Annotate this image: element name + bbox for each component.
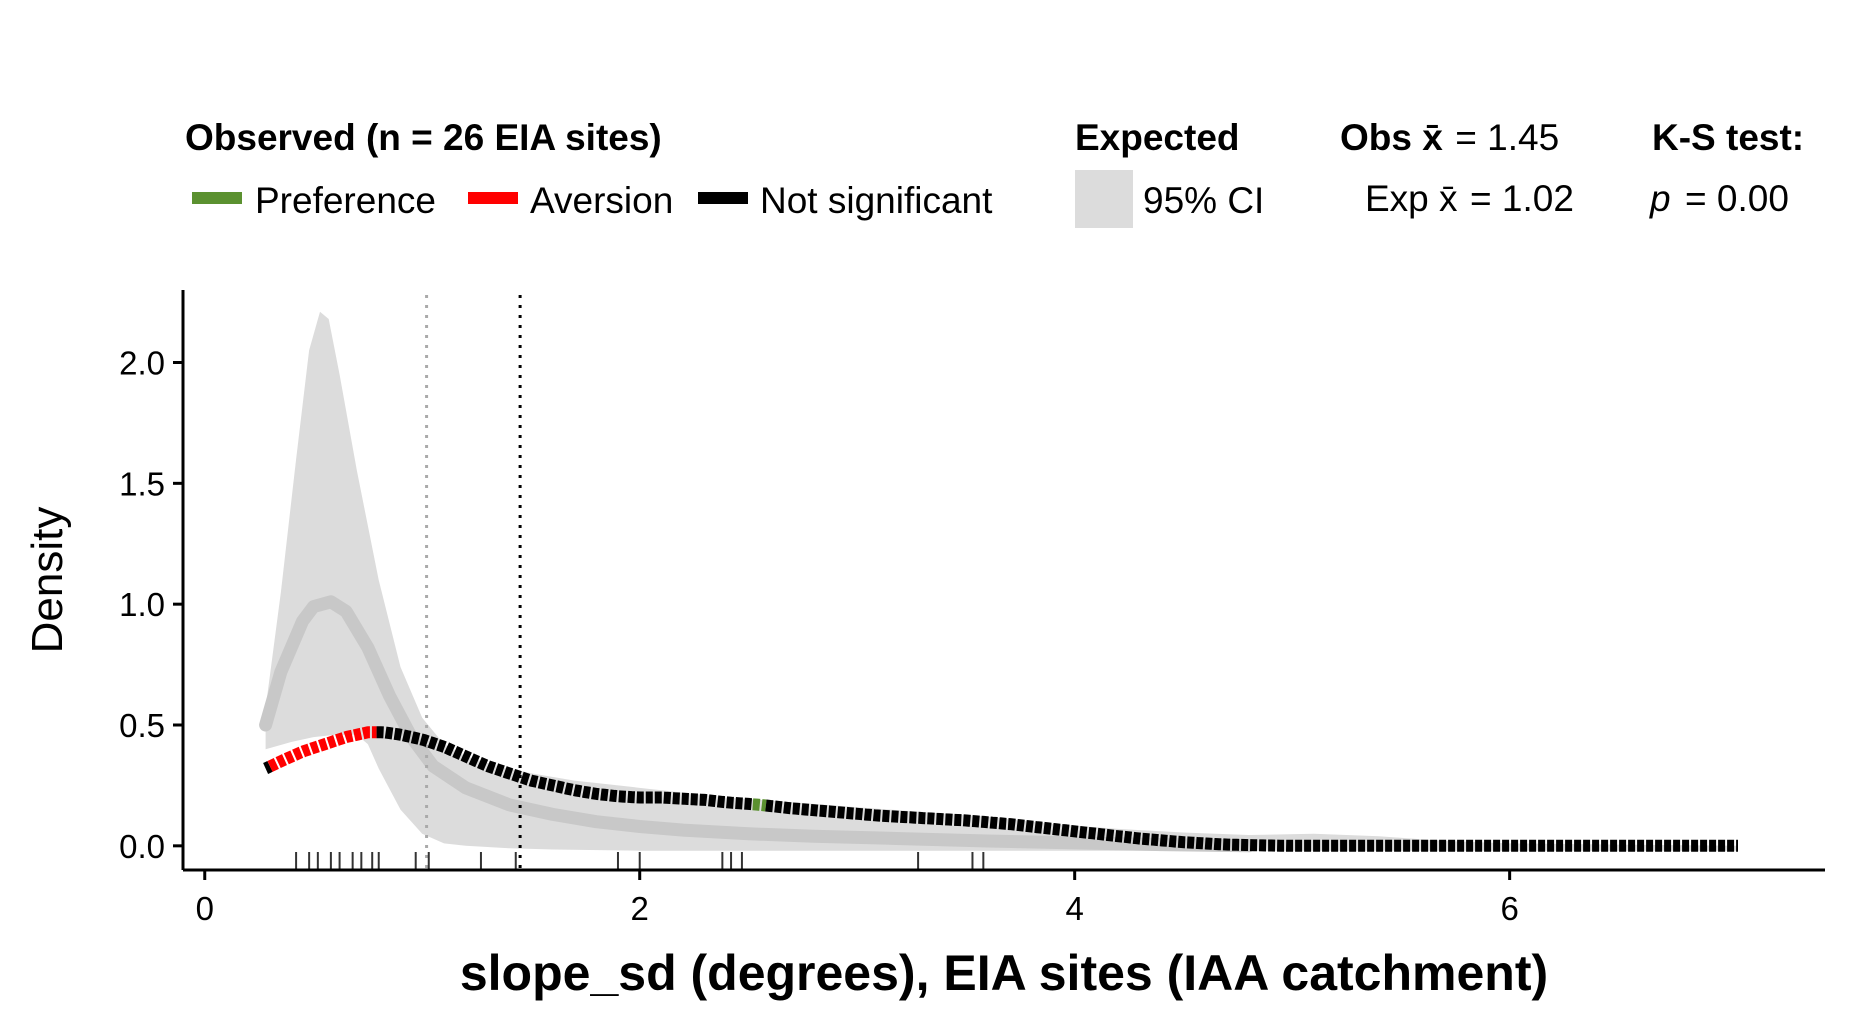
legend-label-ci: 95% CI — [1143, 180, 1264, 221]
x-tick-label: 0 — [196, 890, 214, 927]
legend-obs-mean: Obs x̄ = 1.45 — [1340, 117, 1559, 158]
legend-exp-mean-label: Exp x̄ — [1365, 178, 1458, 219]
legend-obs-mean-label: Obs x̄ — [1340, 117, 1443, 158]
legend-ks-title: K-S test: — [1652, 117, 1804, 158]
legend-expected-title: Expected — [1075, 117, 1240, 158]
legend: Observed (n = 26 EIA sites) Preference A… — [185, 117, 1804, 228]
legend-obs-mean-value: = 1.45 — [1455, 117, 1559, 158]
y-tick-label: 0.5 — [119, 707, 165, 744]
x-axis-label: slope_sd (degrees), EIA sites (IAA catch… — [460, 945, 1548, 1001]
legend-ks-p-label: p — [1649, 178, 1671, 219]
legend-ks-p-value: = 0.00 — [1685, 178, 1789, 219]
rug-layer — [296, 852, 983, 870]
x-tick-label: 6 — [1500, 890, 1518, 927]
legend-exp-mean-value: = 1.02 — [1470, 178, 1574, 219]
y-tick-label: 1.0 — [119, 586, 165, 623]
legend-swatch-preference — [192, 192, 242, 204]
legend-ks-p: p = 0.00 — [1649, 178, 1789, 219]
x-tick-label: 4 — [1066, 890, 1084, 927]
observed-segment-preference — [753, 804, 766, 805]
legend-exp-mean: Exp x̄ = 1.02 — [1365, 178, 1574, 219]
legend-swatch-ci — [1075, 170, 1133, 228]
y-tick-label: 1.5 — [119, 465, 165, 502]
y-axis-label: Density — [23, 507, 72, 654]
y-tick-label: 2.0 — [119, 345, 165, 382]
legend-label-aversion: Aversion — [530, 180, 673, 221]
legend-label-not-significant: Not significant — [760, 180, 993, 221]
observed-segment-not-significant — [266, 766, 270, 768]
legend-swatch-not-significant — [698, 192, 748, 204]
legend-observed-title: Observed (n = 26 EIA sites) — [185, 117, 662, 158]
x-tick-label: 2 — [631, 890, 649, 927]
y-tick-label: 0.0 — [119, 828, 165, 865]
legend-swatch-aversion — [468, 192, 518, 204]
legend-label-preference: Preference — [255, 180, 436, 221]
